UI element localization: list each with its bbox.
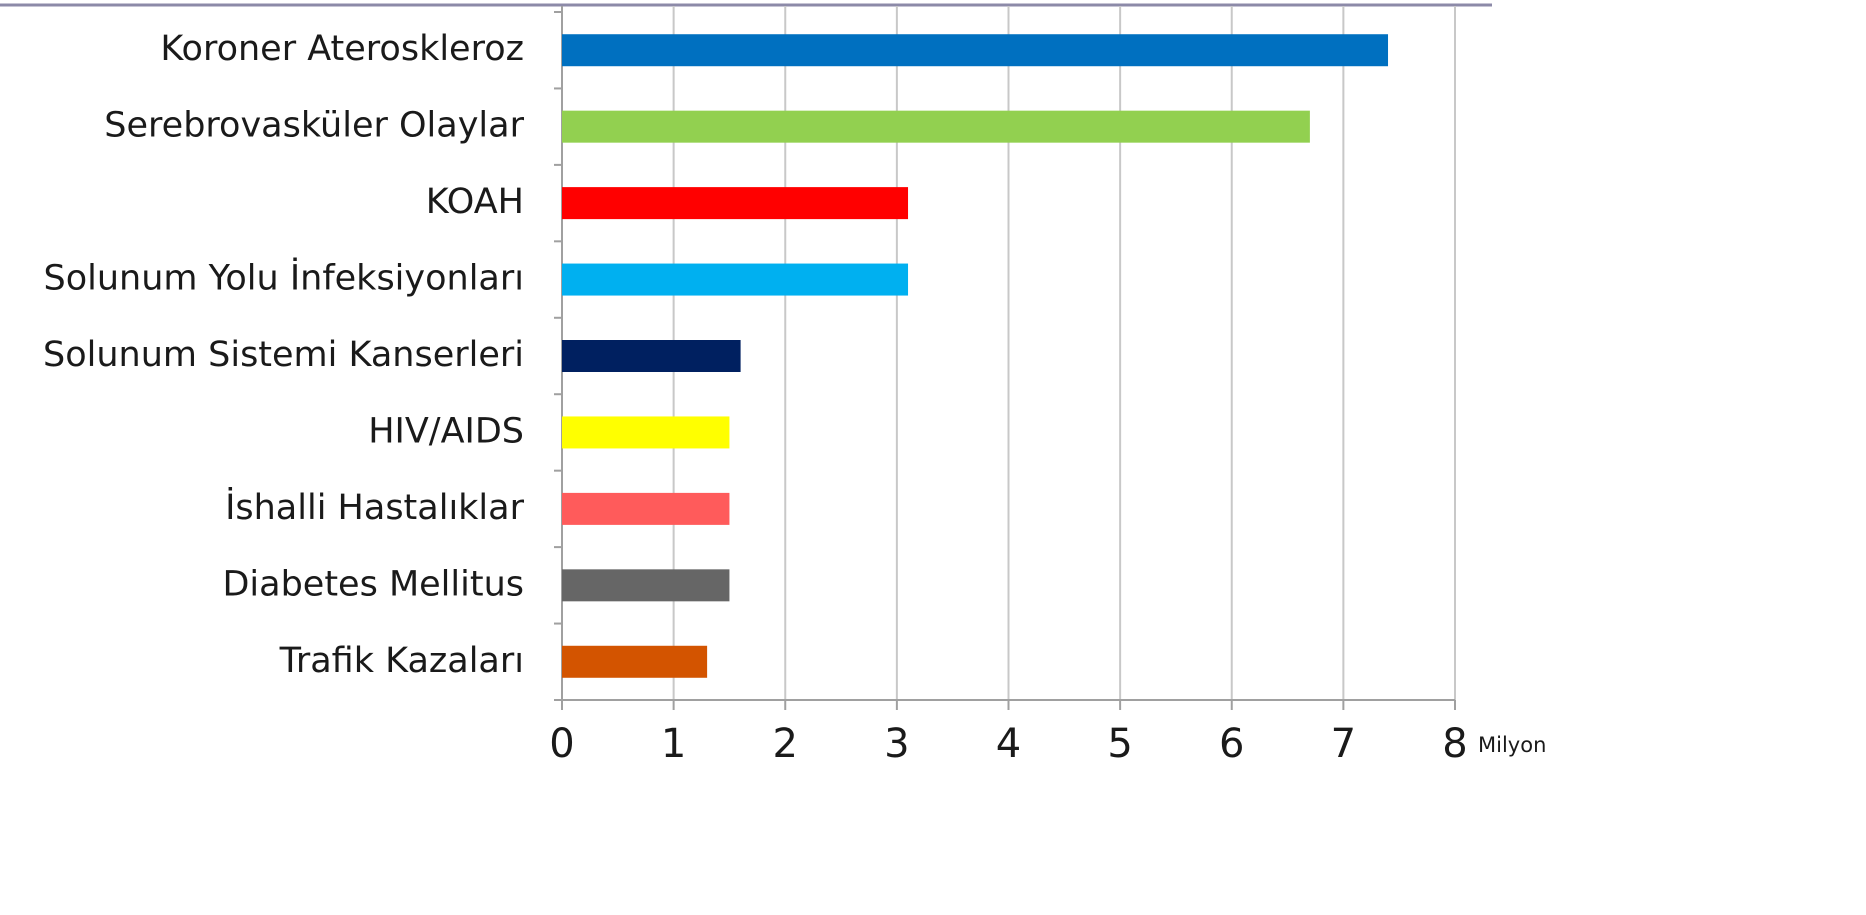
y-tick-label: Koroner Ateroskleroz bbox=[160, 29, 524, 69]
x-tick-label: 4 bbox=[996, 721, 1021, 767]
y-tick-label: Diabetes Mellitus bbox=[222, 564, 524, 604]
bar bbox=[562, 263, 909, 296]
bar bbox=[562, 340, 741, 372]
x-tick-label: 5 bbox=[1107, 721, 1132, 767]
y-tick-label: KOAH bbox=[426, 182, 524, 222]
y-tick-label: Trafik Kazaları bbox=[279, 641, 524, 681]
x-tick-label: 1 bbox=[661, 721, 686, 767]
y-tick-label: HIV/AIDS bbox=[368, 411, 524, 451]
bar bbox=[562, 187, 909, 220]
bar bbox=[562, 492, 730, 525]
x-tick-label: 3 bbox=[884, 721, 909, 767]
y-tick-label: Solunum Yolu İnfeksiyonları bbox=[44, 257, 524, 299]
x-tick-label: 2 bbox=[773, 721, 798, 767]
bar bbox=[562, 110, 1310, 143]
x-tick-label: 6 bbox=[1219, 721, 1244, 767]
x-tick-label: 7 bbox=[1331, 721, 1356, 767]
bar bbox=[562, 416, 730, 449]
x-tick-label: 8 bbox=[1442, 721, 1467, 767]
x-axis-label: Milyon bbox=[1478, 733, 1546, 757]
y-tick-label: Serebrovasküler Olaylar bbox=[104, 106, 524, 146]
y-tick-label: Solunum Sistemi Kanserleri bbox=[43, 335, 524, 375]
bar bbox=[562, 34, 1389, 67]
y-tick-label: İshalli Hastalıklar bbox=[225, 486, 525, 528]
bar bbox=[562, 569, 730, 602]
bar bbox=[562, 645, 708, 678]
x-tick-label: 0 bbox=[549, 721, 574, 767]
